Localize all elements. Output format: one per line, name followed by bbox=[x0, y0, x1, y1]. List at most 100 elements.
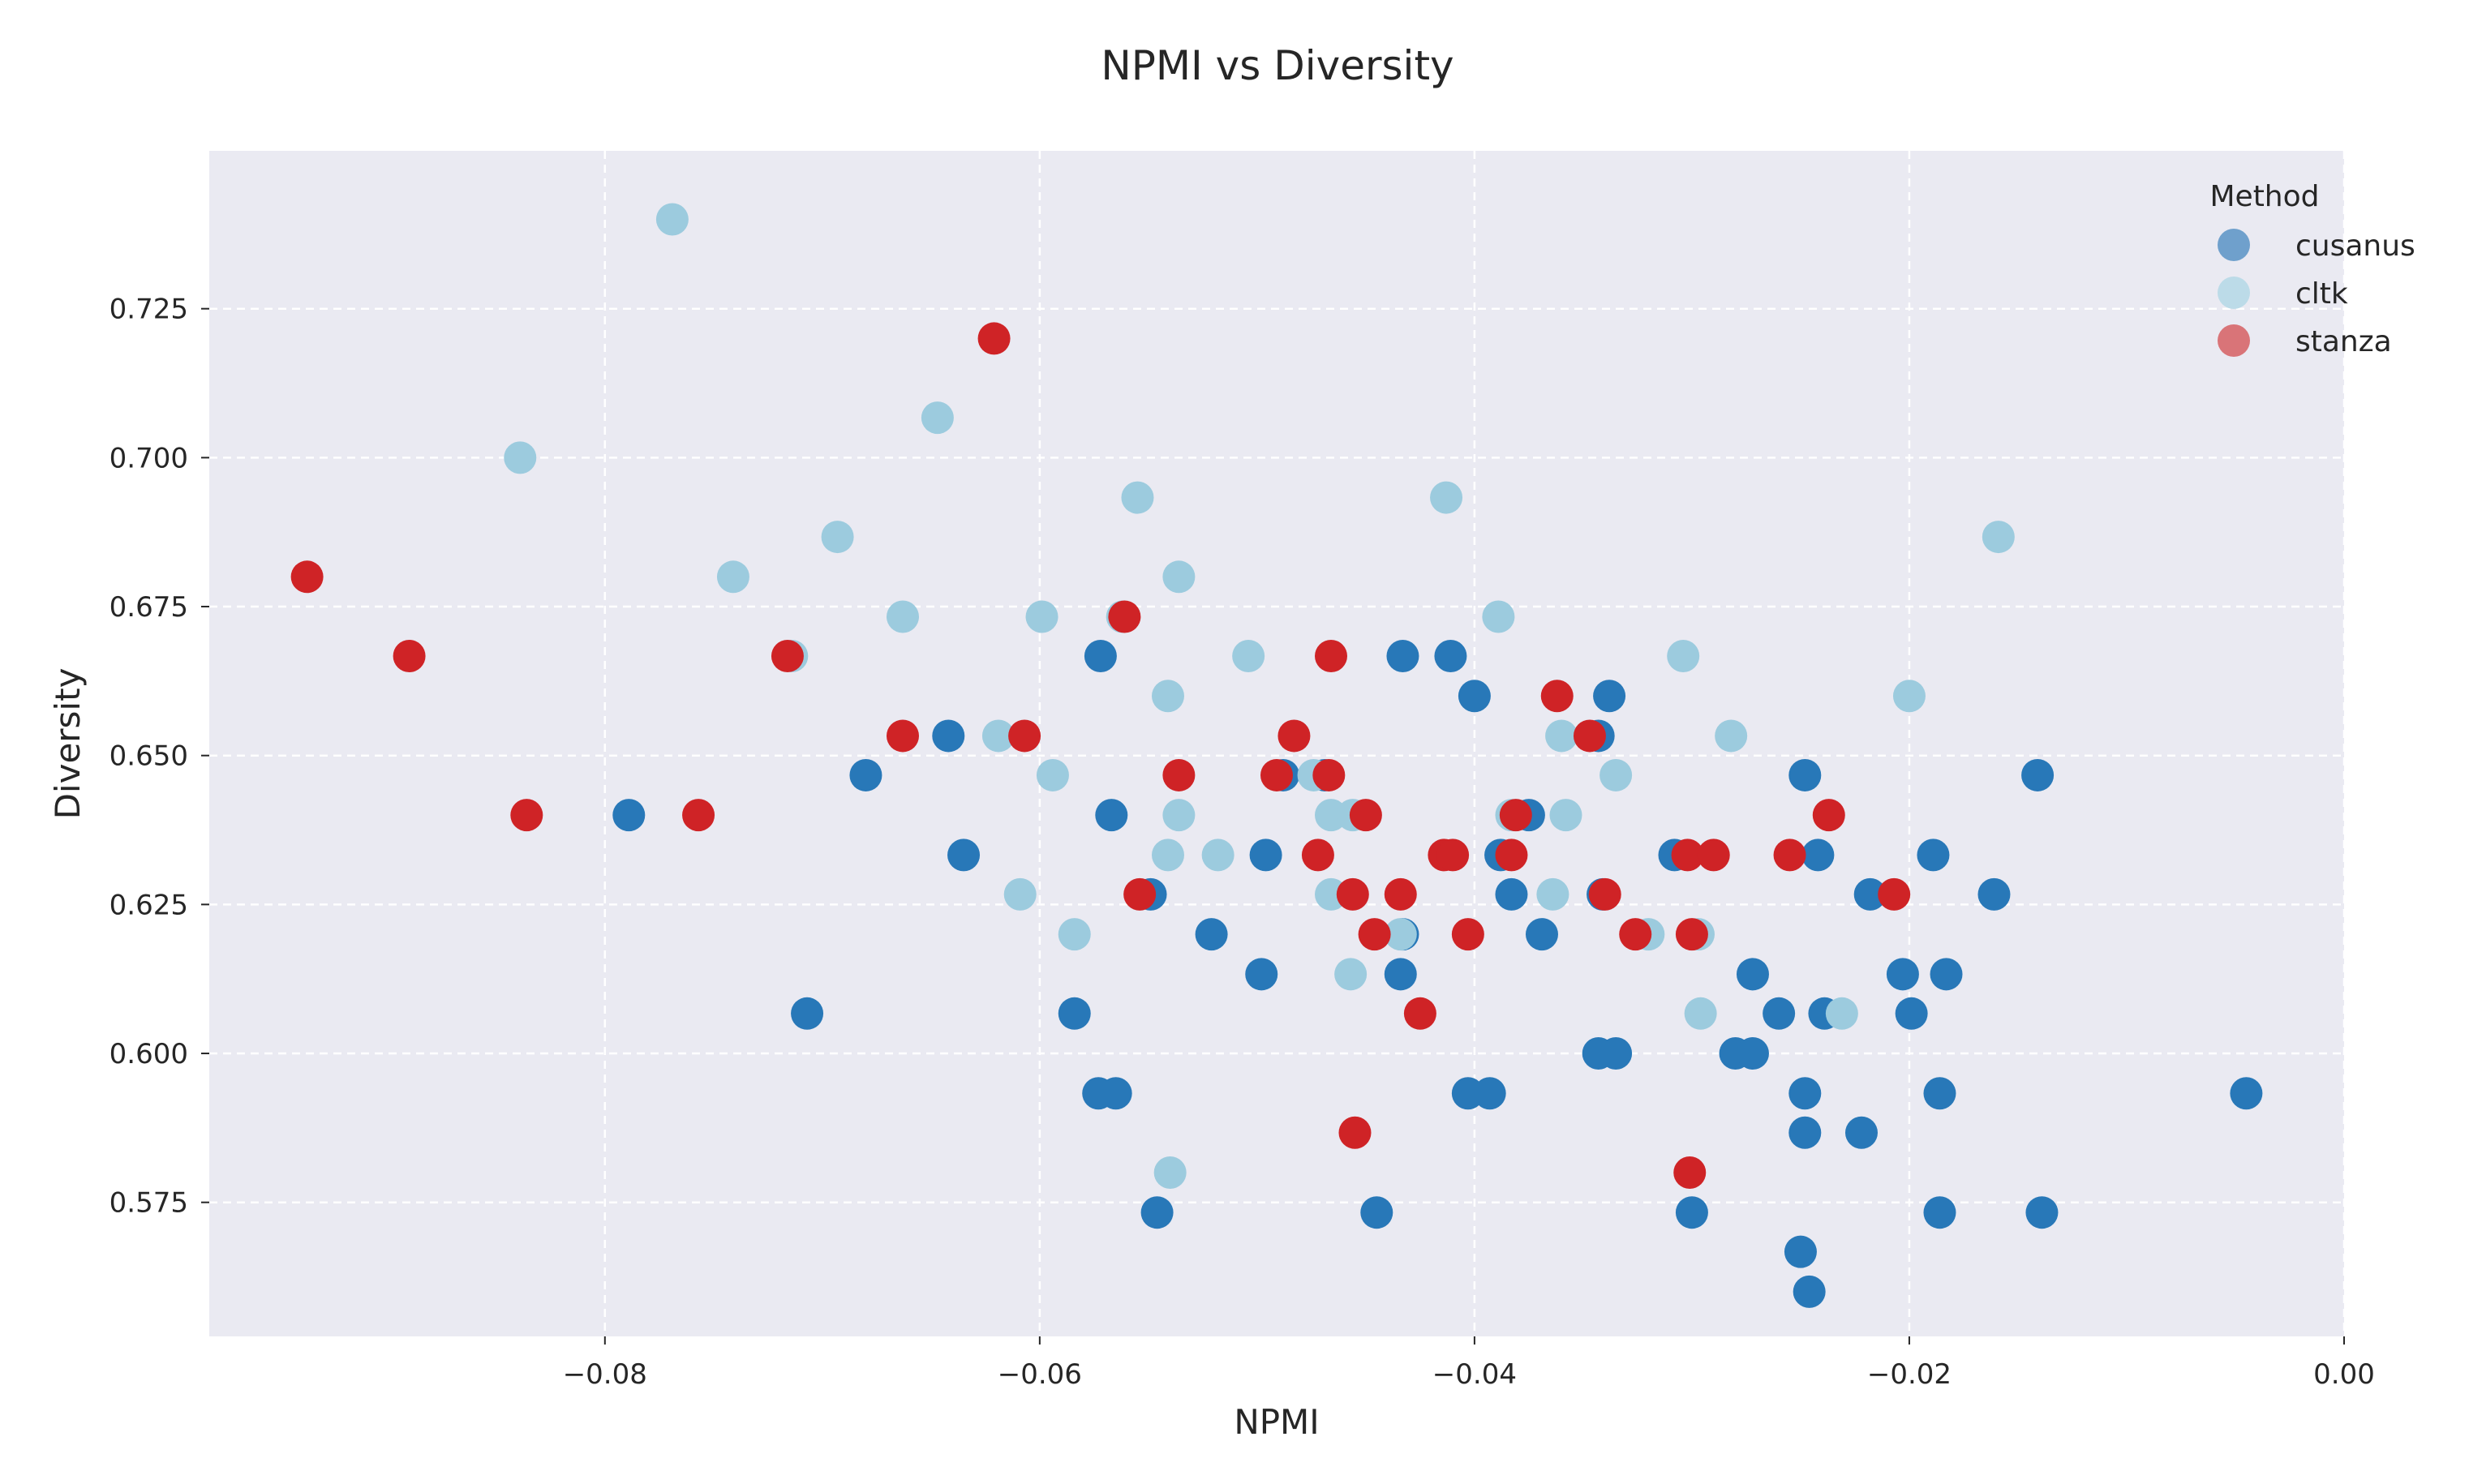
data-point-cltk bbox=[1334, 958, 1368, 991]
data-point-cusanus bbox=[1384, 958, 1417, 991]
data-point-cltk bbox=[1667, 640, 1700, 673]
data-point-cusanus bbox=[1977, 877, 2011, 911]
data-point-stanza bbox=[1588, 877, 1621, 911]
data-point-cltk bbox=[716, 560, 749, 594]
data-point-cltk bbox=[1153, 1156, 1187, 1189]
data-point-cusanus bbox=[1458, 680, 1491, 713]
legend-label-cltk: cltk bbox=[2295, 277, 2348, 311]
data-points bbox=[290, 203, 2263, 1308]
data-point-cltk bbox=[1232, 640, 1265, 673]
data-point-stanza bbox=[1495, 839, 1528, 872]
data-point-stanza bbox=[1277, 719, 1311, 753]
data-point-cltk bbox=[921, 401, 954, 435]
data-point-cltk bbox=[1025, 600, 1058, 633]
data-point-cltk bbox=[1058, 918, 1091, 951]
data-point-cusanus bbox=[1434, 640, 1467, 673]
data-point-stanza bbox=[1499, 799, 1532, 832]
x-tick-label: −0.04 bbox=[1432, 1358, 1517, 1391]
data-point-cusanus bbox=[1360, 1196, 1393, 1229]
legend-label-cusanus: cusanus bbox=[2295, 229, 2415, 263]
data-point-cusanus bbox=[1095, 799, 1128, 832]
data-point-cusanus bbox=[1923, 1196, 1956, 1229]
data-point-cltk bbox=[655, 203, 689, 236]
data-point-stanza bbox=[886, 719, 919, 753]
data-point-cltk bbox=[1482, 600, 1515, 633]
data-point-stanza bbox=[682, 799, 715, 832]
data-point-cltk bbox=[1982, 521, 2015, 554]
data-point-stanza bbox=[510, 799, 543, 832]
data-point-cltk bbox=[1825, 997, 1858, 1030]
data-point-stanza bbox=[1384, 877, 1417, 911]
data-point-cusanus bbox=[1245, 958, 1278, 991]
y-tick-label: 0.575 bbox=[109, 1187, 188, 1220]
data-point-cusanus bbox=[2025, 1196, 2059, 1229]
data-point-cltk bbox=[1549, 799, 1582, 832]
data-point-cltk bbox=[504, 441, 537, 474]
y-tick-label: 0.725 bbox=[109, 294, 188, 326]
data-point-stanza bbox=[1108, 600, 1141, 633]
data-point-cusanus bbox=[2230, 1077, 2263, 1110]
legend-marker-cusanus bbox=[2218, 229, 2250, 261]
data-point-stanza bbox=[1312, 758, 1346, 791]
data-point-stanza bbox=[1260, 758, 1293, 791]
legend-marker-stanza bbox=[2218, 324, 2250, 357]
data-point-cltk bbox=[1036, 758, 1069, 791]
data-point-cusanus bbox=[1895, 997, 1928, 1030]
data-point-cusanus bbox=[1473, 1077, 1506, 1110]
data-point-cusanus bbox=[1801, 839, 1835, 872]
data-point-cltk bbox=[1162, 560, 1196, 594]
data-point-stanza bbox=[393, 640, 426, 673]
data-point-cltk bbox=[1684, 997, 1717, 1030]
legend: Method cusanus cltk stanza bbox=[2209, 180, 2415, 358]
data-point-cusanus bbox=[791, 997, 824, 1030]
data-point-cusanus bbox=[1923, 1077, 1956, 1110]
series-stanza bbox=[290, 322, 1911, 1189]
data-point-cltk bbox=[1201, 839, 1234, 872]
data-point-stanza bbox=[1436, 839, 1470, 872]
legend-title: Method bbox=[2209, 180, 2319, 213]
data-point-cltk bbox=[1430, 481, 1463, 514]
data-point-cusanus bbox=[1763, 997, 1796, 1030]
legend-marker-cltk bbox=[2218, 277, 2250, 309]
x-tick-label: −0.08 bbox=[563, 1358, 647, 1391]
data-point-cusanus bbox=[947, 839, 981, 872]
data-point-cusanus bbox=[1853, 877, 1887, 911]
y-tick-label: 0.675 bbox=[109, 591, 188, 624]
data-point-stanza bbox=[1773, 839, 1806, 872]
data-point-stanza bbox=[1619, 918, 1652, 951]
data-point-stanza bbox=[1336, 877, 1369, 911]
data-point-cusanus bbox=[1917, 839, 1950, 872]
data-point-cusanus bbox=[1140, 1196, 1174, 1229]
data-point-cltk bbox=[1151, 839, 1184, 872]
data-point-cusanus bbox=[1886, 958, 1919, 991]
data-point-cusanus bbox=[1784, 1235, 1817, 1268]
data-point-cltk bbox=[1545, 719, 1578, 753]
data-point-cltk bbox=[886, 600, 919, 633]
data-point-cltk bbox=[1121, 481, 1154, 514]
data-point-cusanus bbox=[1495, 877, 1528, 911]
data-point-stanza bbox=[1675, 918, 1708, 951]
legend-label-stanza: stanza bbox=[2295, 325, 2392, 358]
y-tick-label: 0.650 bbox=[109, 740, 188, 773]
data-point-cusanus bbox=[849, 758, 882, 791]
y-tick-label: 0.700 bbox=[109, 442, 188, 474]
data-point-cltk bbox=[821, 521, 854, 554]
data-point-cusanus bbox=[1599, 1037, 1633, 1070]
data-point-stanza bbox=[1123, 877, 1157, 911]
data-point-cusanus bbox=[1930, 958, 1963, 991]
data-point-cltk bbox=[1536, 877, 1569, 911]
data-point-stanza bbox=[1451, 918, 1484, 951]
data-point-cusanus bbox=[1844, 1116, 1878, 1149]
data-point-stanza bbox=[1162, 758, 1196, 791]
data-point-cusanus bbox=[1593, 680, 1626, 713]
data-point-cltk bbox=[1162, 799, 1196, 832]
data-point-stanza bbox=[1673, 1156, 1707, 1189]
data-point-cusanus bbox=[2021, 758, 2055, 791]
data-point-cusanus bbox=[1736, 958, 1769, 991]
data-point-stanza bbox=[771, 640, 804, 673]
data-point-stanza bbox=[1878, 877, 1911, 911]
data-point-stanza bbox=[1338, 1116, 1372, 1149]
data-point-cusanus bbox=[1788, 758, 1822, 791]
y-axis-label: Diversity bbox=[48, 668, 88, 820]
data-point-cltk bbox=[1599, 758, 1633, 791]
